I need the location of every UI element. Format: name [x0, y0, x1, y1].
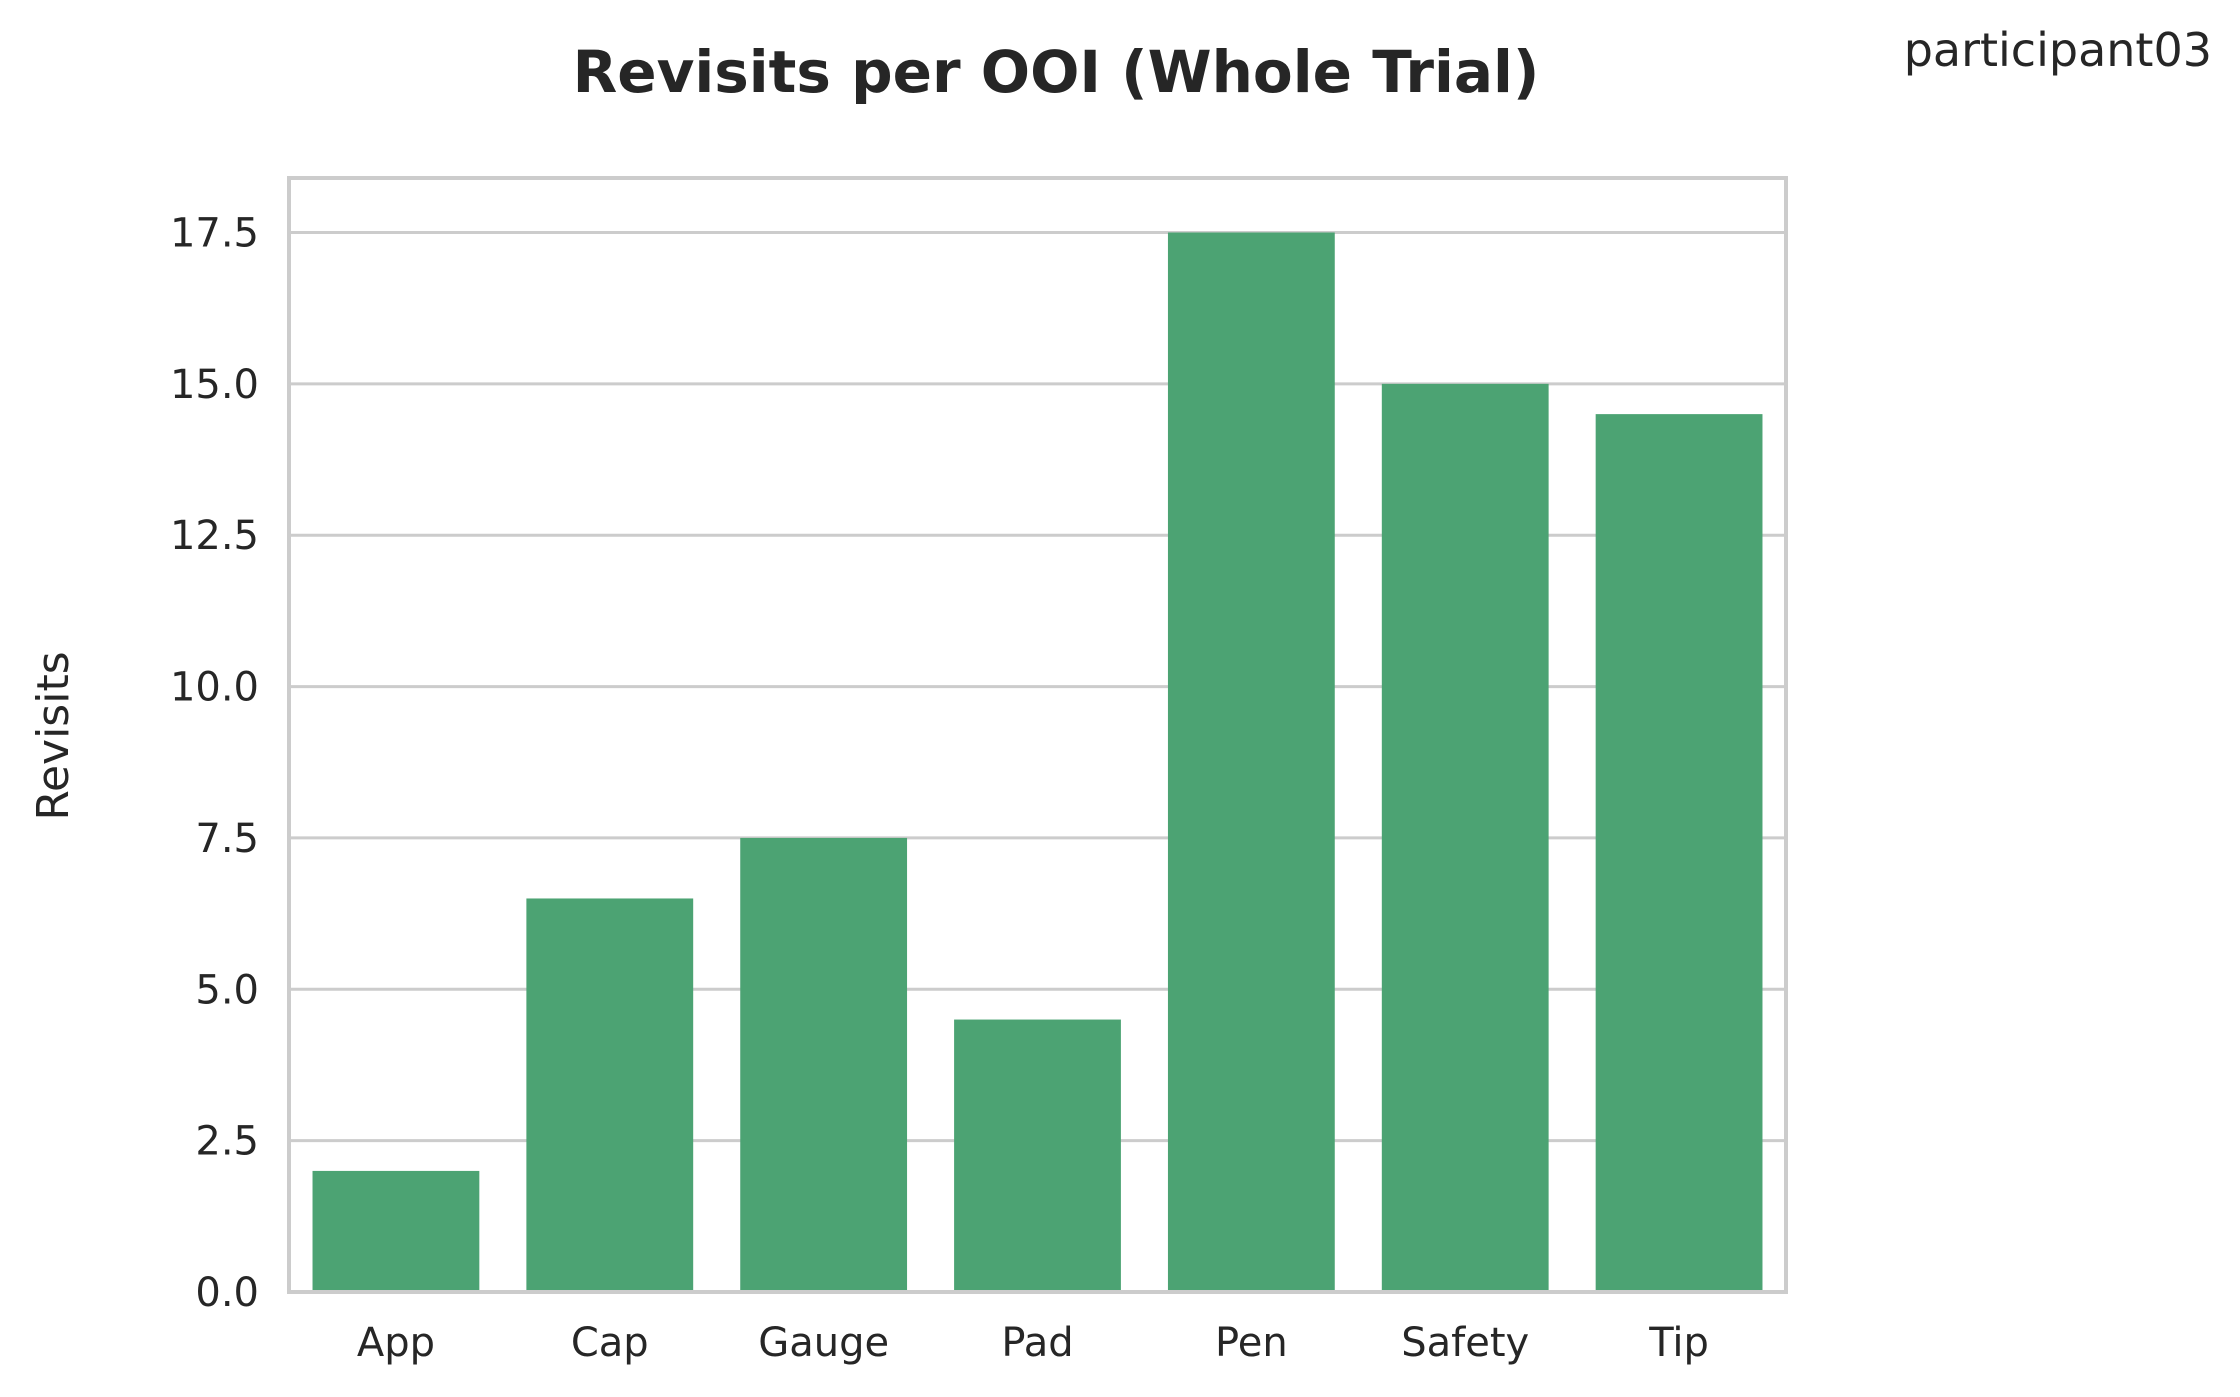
bar-tip	[1595, 414, 1763, 1292]
bar-pen	[1167, 232, 1335, 1292]
x-tick-label-pad: Pad	[1001, 1320, 1073, 1366]
y-tick-label-4: 10.0	[170, 665, 259, 711]
bar-gauge	[740, 837, 908, 1292]
bar-safety	[1381, 383, 1549, 1292]
y-tick-label-6: 15.0	[170, 362, 259, 408]
y-tick-label-7: 17.5	[170, 210, 259, 256]
y-tick-label-5: 12.5	[170, 513, 259, 559]
x-tick-label-safety: Safety	[1401, 1320, 1529, 1366]
chart-title: Revisits per OOI (Whole Trial)	[573, 38, 1540, 106]
y-tick-label-3: 7.5	[195, 816, 259, 862]
bar-app	[312, 1170, 480, 1292]
y-axis-label: Revisits	[28, 651, 79, 820]
plot-frame	[287, 176, 1788, 1294]
y-tick-label-0: 0.0	[195, 1270, 259, 1316]
x-tick-labels: App Cap Gauge Pad Pen Safety Tip	[357, 1320, 1709, 1366]
plot-frame-rect	[287, 176, 1788, 1294]
bar-cap	[526, 898, 694, 1292]
bars-layer	[312, 232, 1763, 1292]
bar-pad	[954, 1019, 1121, 1292]
y-tick-label-2: 5.0	[195, 967, 259, 1013]
y-tick-label-1: 2.5	[195, 1119, 259, 1165]
x-tick-label-pen: Pen	[1215, 1320, 1288, 1366]
y-tick-labels: 0.0 2.5 5.0 7.5 10.0 12.5 15.0 17.5	[170, 210, 259, 1316]
x-tick-label-cap: Cap	[571, 1320, 649, 1366]
x-tick-label-tip: Tip	[1648, 1320, 1709, 1366]
x-tick-label-app: App	[357, 1320, 435, 1366]
participant-label: participant03	[1904, 23, 2212, 77]
x-tick-label-gauge: Gauge	[758, 1320, 889, 1366]
